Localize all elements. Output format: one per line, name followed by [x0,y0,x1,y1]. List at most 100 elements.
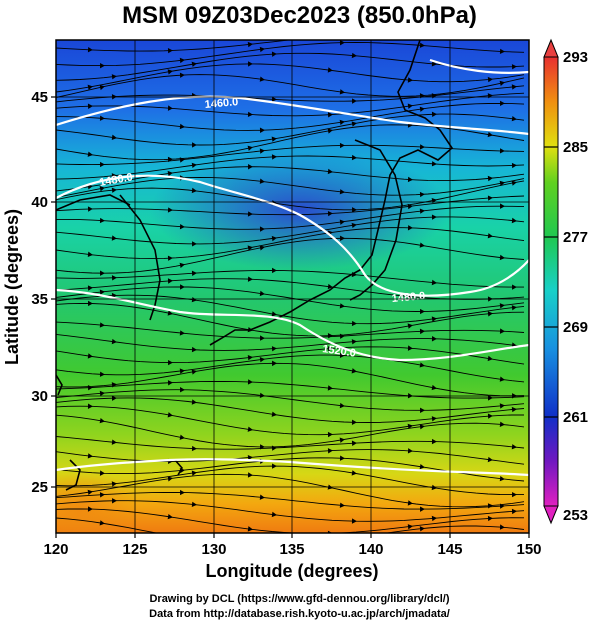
streamline-arrow [431,316,437,322]
streamline-arrow [407,423,413,430]
streamline [56,227,525,260]
streamline-arrow [500,203,505,209]
streamline-arrow [87,84,93,90]
streamline-arrow [511,508,517,515]
streamline [56,473,525,508]
streamline-arrow [327,67,333,73]
streamline-arrow [327,128,333,134]
x-tick-label: 145 [437,541,462,558]
streamline-arrow [431,438,437,445]
streamline-arrow [499,403,505,409]
streamline-arrow [87,506,93,512]
streamline-arrow [167,255,173,261]
streamline-arrow [499,524,505,530]
streamline-arrow [499,421,505,428]
streamline-arrow [271,411,277,417]
streamline-arrow [99,417,105,424]
streamline-arrow [340,235,345,241]
streamline-arrow [167,513,173,520]
streamline-arrow [327,346,333,352]
streamline-arrow [191,270,197,276]
streamline-arrow [271,96,277,102]
colorbar-label: 277 [563,229,588,246]
streamline-arrow [487,311,493,317]
streamline-arrow [499,148,505,154]
streamline-arrow [259,226,265,232]
streamline-arrow [352,207,357,213]
streamline-arrow [111,338,117,345]
streamline [56,85,525,103]
streamline-arrow [259,46,265,53]
streamline-arrow [259,494,265,500]
streamline-arrow [407,203,413,210]
streamline-arrow [179,330,185,336]
streamline [56,74,525,98]
streamline-arrow [247,472,253,478]
streamline-arrow [87,403,93,409]
streamline-arrow [431,279,437,286]
streamline-arrow [488,33,492,37]
streamline-arrow [511,444,517,450]
streamline-arrow [407,500,413,506]
streamline-arrow [87,103,93,109]
streamline-arrow [431,198,437,204]
streamline-arrow [487,456,493,463]
streamline-arrow [327,112,333,118]
colorbar-label: 285 [563,139,588,156]
streamline-arrow [351,121,357,127]
streamline [56,397,525,423]
streamline-arrow [99,520,105,526]
streamline [56,42,525,67]
streamline [56,465,525,496]
streamline-arrow [499,48,505,55]
streamline [56,113,525,146]
streamline-arrow [339,219,345,225]
streamline-arrow [339,142,345,149]
colorbar-upper-arrow [543,38,559,58]
x-tick-label: 140 [358,541,383,558]
streamline-arrow [499,180,505,187]
streamline-arrow [500,100,505,107]
streamline-arrow [111,395,117,401]
streamline-arrow [339,89,345,95]
streamline-arrow [247,211,253,217]
streamline-arrow [191,445,197,452]
streamline-arrow [111,275,117,281]
height-contours [56,58,529,477]
streamline-arrow [111,292,117,299]
streamline-arrow [99,371,105,377]
streamline-arrow [247,379,253,385]
contour-label: 1480.0 [98,171,133,189]
streamline-arrow [419,424,425,430]
streamline-arrow [179,157,185,163]
streamline-arrow [407,524,413,530]
streamline [56,144,525,166]
streamline-arrow [431,336,437,342]
streamline-arrow [247,355,253,361]
streamline [56,414,525,448]
streamline-arrow [328,34,332,38]
streamline-arrow [191,162,197,169]
streamline-arrow [419,463,425,470]
streamline-arrow [191,61,197,67]
streamline [56,491,525,510]
streamline-arrow [511,406,517,413]
streamline [56,216,525,245]
streamline [56,166,525,192]
streamline [56,517,525,533]
streamline-arrow [111,439,117,445]
y-tick-label: 30 [31,388,48,405]
streamline-arrow [340,538,344,542]
streamline [56,155,525,180]
streamline-arrow [327,283,333,290]
credit-drawing: Drawing by DCL (https://www.gfd-dennou.o… [149,593,450,605]
streamline-arrow [191,369,197,375]
streamline-arrow [339,40,345,46]
x-tick-label: 125 [122,541,147,558]
streamline-arrow [271,136,277,142]
y-tick-label: 40 [31,194,48,211]
streamline-arrow [167,380,173,386]
streamline-arrow [407,323,413,329]
streamline-arrow [407,345,413,351]
